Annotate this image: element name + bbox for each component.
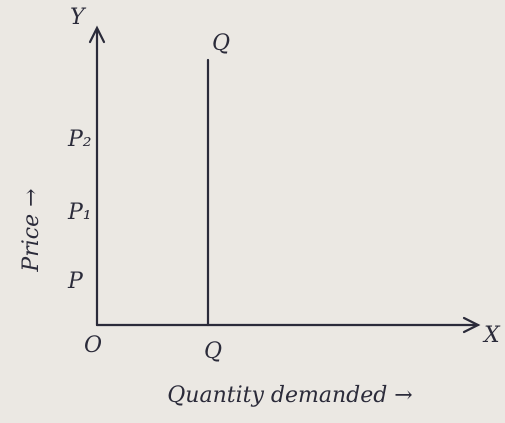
x-title: Quantity demanded →: [167, 383, 413, 408]
price-label: P₂: [67, 127, 92, 152]
y-axis-label: Y: [70, 5, 87, 30]
curve-label: Q: [212, 31, 230, 56]
origin-label: O: [84, 333, 102, 358]
price-label: P: [67, 269, 84, 294]
y-title: Price →: [19, 188, 44, 272]
x-axis-arrow: [462, 316, 481, 334]
price-label: P₁: [67, 200, 92, 225]
y-axis-arrow: [88, 25, 106, 44]
x-axis-label: X: [482, 323, 501, 348]
price-levels: P P₁ P₂: [67, 127, 92, 294]
quantity-label: Q: [204, 339, 222, 364]
